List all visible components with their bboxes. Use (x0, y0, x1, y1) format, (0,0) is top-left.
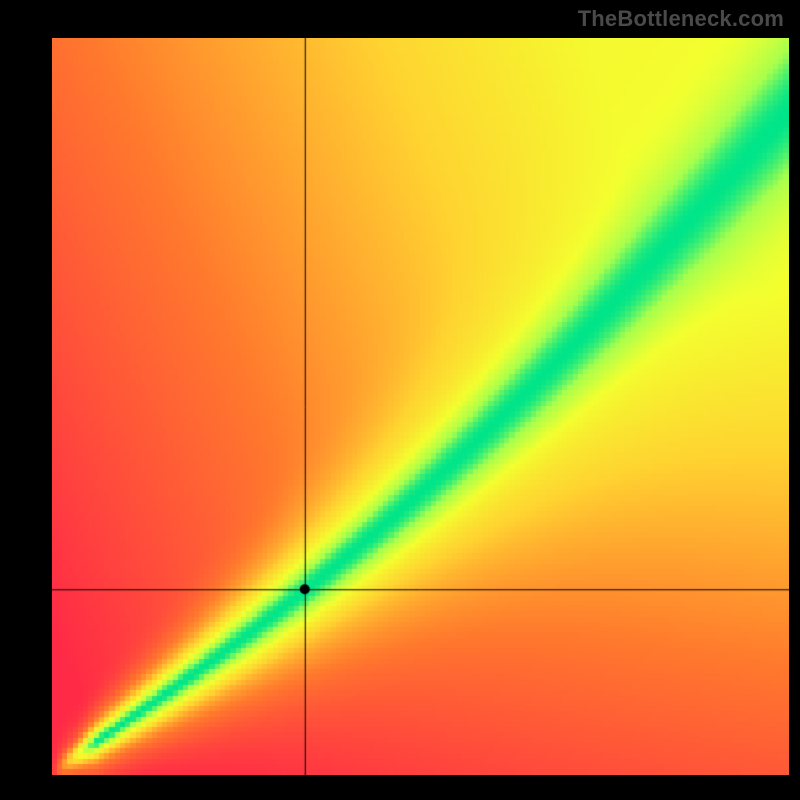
chart-container: TheBottleneck.com (0, 0, 800, 800)
attribution-label: TheBottleneck.com (578, 6, 784, 32)
bottleneck-heatmap (52, 38, 789, 775)
